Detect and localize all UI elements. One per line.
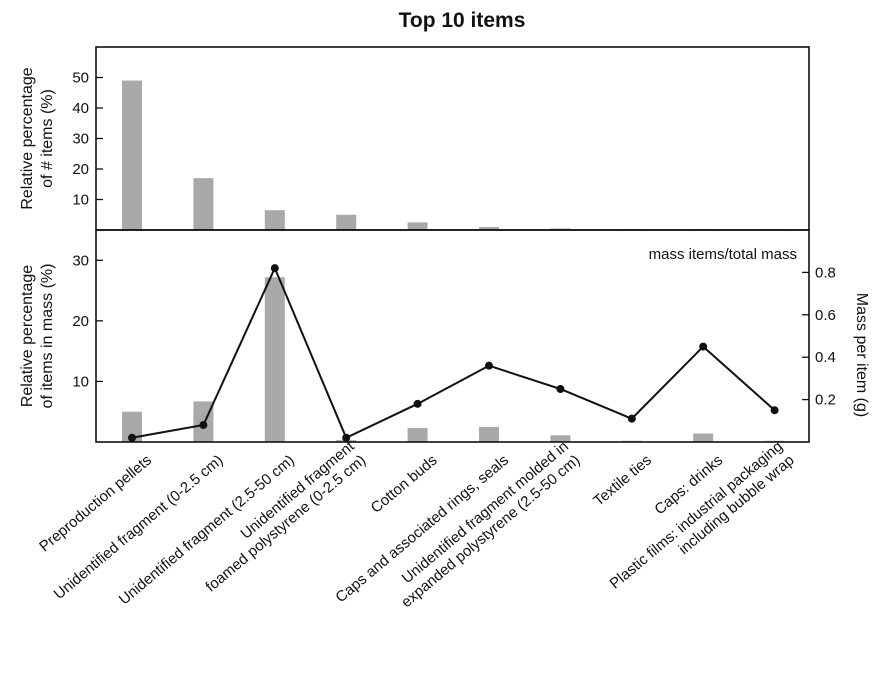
top-bar-5 (479, 226, 499, 230)
mass-per-item-point-1 (199, 421, 208, 430)
category-label-0: Preproduction pellets (36, 452, 155, 556)
bottom-ytick-label-2: 30 (72, 252, 89, 269)
mass-per-item-point-3 (342, 433, 351, 442)
y2-tick-label-2: 0.6 (815, 307, 836, 324)
top-ylabel-line-0: Relative percentage (19, 67, 36, 209)
top-bar-1 (193, 178, 214, 230)
chart-title: Top 10 items (399, 9, 526, 32)
y2-tick-label-1: 0.4 (815, 349, 836, 366)
top-bar-3 (336, 214, 357, 230)
category-label-0-line-0: Preproduction pellets (36, 452, 155, 556)
top-ytick-label-1: 20 (72, 161, 89, 178)
y2-label: Mass per item (g) (853, 293, 870, 417)
bottom-ytick-label-1: 20 (72, 313, 89, 330)
top-panel: 10 20 30 40 50 Relative percentage of # items … (19, 46, 810, 231)
top-ytick-label-3: 40 (72, 100, 89, 117)
mass-per-item-point-4 (413, 399, 422, 408)
bottom-ylabel: Relative percentage of items in mass (%) (19, 264, 56, 409)
bottom-bar-6 (550, 435, 571, 442)
mass-per-item-point-5 (485, 361, 493, 370)
mass-per-item-point-6 (556, 385, 565, 393)
top-ylabel: Relative percentage of # items (%) (19, 67, 56, 209)
top-ytick-label-2: 30 (72, 131, 89, 148)
y2-tick-label-3: 0.8 (815, 264, 836, 281)
bottom-bar-0 (122, 411, 142, 442)
mass-per-item-point-0 (128, 433, 136, 442)
top-ylabel-line-1: of # items (%) (39, 89, 56, 188)
bottom-bar-4 (407, 428, 428, 442)
mass-annotation: mass items/total mass (649, 246, 797, 263)
mass-per-item-line (131, 265, 776, 440)
category-label-4: Cotton buds (368, 452, 441, 517)
bottom-ylabel-line-0: Relative percentage (19, 265, 36, 407)
mass-per-item-point-9 (770, 406, 779, 415)
bottom-panel: mass items/total mass 10 20 30 Relative per… (19, 229, 870, 443)
bottom-ylabel-line-1: of items in mass (%) (39, 264, 56, 409)
bottom-frame (95, 229, 810, 443)
top-ytick-label-4: 50 (72, 70, 89, 87)
bottom-bar-2 (264, 277, 285, 442)
category-label-4-line-0: Cotton buds (368, 452, 441, 517)
top-ytick-label-0: 10 (72, 192, 89, 209)
top-bar-2 (264, 210, 285, 230)
mass-per-item-point-8 (699, 342, 708, 351)
top-bar-4 (407, 222, 428, 230)
category-label-7-line-0: Textile ties (590, 452, 655, 510)
bottom-ytick-label-0: 10 (72, 373, 89, 390)
category-label-7: Textile ties (590, 452, 655, 510)
bottom-bar-8 (693, 433, 714, 442)
top-bar-0 (122, 80, 142, 230)
mass-per-item-point-7 (627, 414, 636, 423)
bottom-bar-5 (479, 426, 499, 442)
mass-per-item-point-2 (270, 264, 279, 273)
y2-tick-label-0: 0.2 (815, 392, 836, 409)
